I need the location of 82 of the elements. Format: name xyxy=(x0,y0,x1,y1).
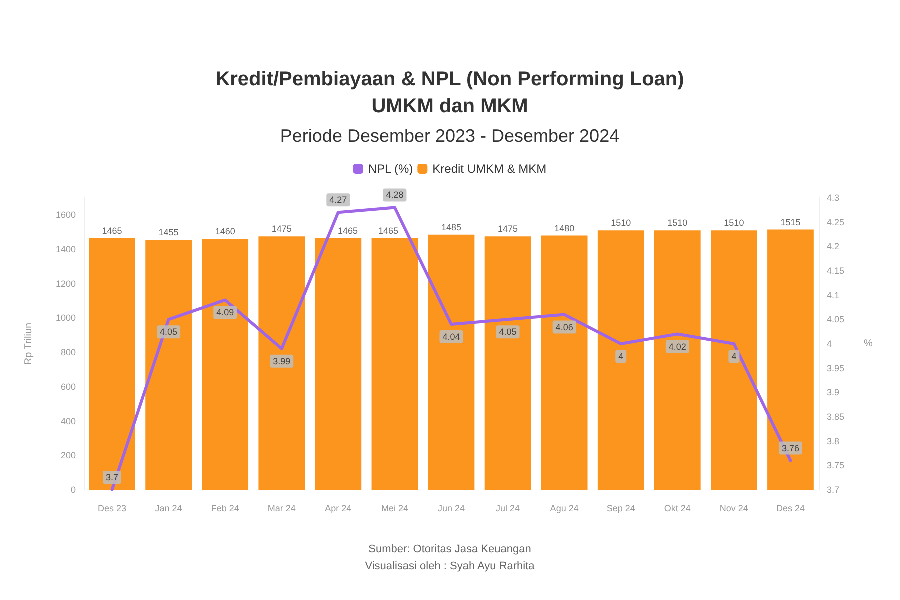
x-tick-label: Okt 24 xyxy=(664,504,691,514)
data-label: 1465 xyxy=(378,226,399,236)
y-tick-label: 1600 xyxy=(56,210,76,220)
data-label: 4.02 xyxy=(668,342,686,352)
chart-title: Kredit/Pembiayaan & NPL (Non Performing Loan) UMKM dan MKM xyxy=(216,68,684,118)
data-label: 4.09 xyxy=(216,308,234,318)
y2-tick-label: 4.25 xyxy=(827,217,845,228)
y2-tick-label: 4.2 xyxy=(827,242,840,252)
bar xyxy=(372,238,418,490)
x-tick-label: Des 23 xyxy=(98,504,127,514)
bar xyxy=(202,239,249,490)
y2-tick-label: 3.85 xyxy=(827,412,845,422)
y-tick-label: 0 xyxy=(70,485,76,495)
data-label: 1465 xyxy=(338,226,358,236)
data-label: 4.28 xyxy=(386,190,404,200)
data-label: 4.04 xyxy=(442,332,460,342)
y-tick-label: 1000 xyxy=(56,313,76,324)
x-tick-label: Agu 24 xyxy=(550,504,579,514)
y-tick-label: 1200 xyxy=(56,278,76,289)
data-label: 1510 xyxy=(668,218,688,228)
data-label: 1465 xyxy=(102,226,122,236)
y2-tick-label: 3.75 xyxy=(827,460,845,471)
data-label: 1460 xyxy=(215,226,236,237)
y2-axis-title: % xyxy=(864,338,873,350)
y2-tick-label: 3.8 xyxy=(827,436,840,446)
legend-label: NPL (%) xyxy=(368,162,414,176)
data-label: 1455 xyxy=(158,228,179,238)
x-tick-label: Des 24 xyxy=(776,504,805,514)
y2-tick-label: 4.05 xyxy=(827,314,845,325)
text: Sumber: Otoritas Jasa Keuangan xyxy=(368,544,532,556)
bar xyxy=(541,236,588,490)
data-label: 1515 xyxy=(780,217,801,228)
data-label: 4 xyxy=(732,352,737,362)
data-label: 3.7 xyxy=(106,472,119,482)
data-label: 1485 xyxy=(441,222,462,232)
y-tick-label: 800 xyxy=(60,348,76,358)
y2-tick-label: 3.95 xyxy=(827,363,845,374)
x-tick-label: Feb 24 xyxy=(211,504,240,514)
bar xyxy=(768,230,814,490)
data-label: 1510 xyxy=(724,218,744,228)
x-tick-label: Mar 24 xyxy=(268,504,296,514)
data-label: 4.05 xyxy=(160,327,178,338)
bar xyxy=(428,234,475,490)
x-tick-label: Sep 24 xyxy=(606,504,636,514)
bar xyxy=(711,230,758,490)
data-label: 1475 xyxy=(272,224,292,234)
text: Visualisasi oleh : Syah Ayu Rarhita xyxy=(365,560,536,572)
data-label: 3.76 xyxy=(782,443,800,454)
x-tick-label: Apr 24 xyxy=(325,504,352,514)
y2-tick-label: 4.1 xyxy=(827,290,840,300)
y-tick-label: 600 xyxy=(60,382,76,392)
x-tick-label: Nov 24 xyxy=(720,504,748,514)
data-label: 4.05 xyxy=(499,327,517,338)
chart-subtitle: Periode Desember 2023 - Desember 2024 xyxy=(280,126,620,146)
y-tick-label: 1400 xyxy=(56,244,76,255)
x-tick-label: Jun 24 xyxy=(438,504,466,514)
data-label: 4 xyxy=(618,352,624,362)
bar xyxy=(598,230,644,490)
data-label: 4.06 xyxy=(556,322,574,332)
bar xyxy=(315,238,362,490)
data-label: 3.99 xyxy=(273,356,291,366)
legend-label: Kredit UMKM & MKM xyxy=(432,162,547,176)
data-label: 1510 xyxy=(611,218,632,228)
data-label: 4.27 xyxy=(330,195,348,206)
data-label: 1475 xyxy=(498,224,518,234)
x-tick-label: Jan 24 xyxy=(155,504,182,514)
y-tick-label: 200 xyxy=(60,450,76,461)
bar xyxy=(89,238,136,490)
y-tick-label: 400 xyxy=(60,416,76,426)
y2-tick-label: 4.3 xyxy=(827,193,840,203)
y2-tick-label: 4 xyxy=(827,339,832,349)
y2-tick-label: 3.7 xyxy=(827,485,840,495)
x-tick-label: Mei 24 xyxy=(381,504,408,514)
x-tick-label: Jul 24 xyxy=(496,504,520,514)
bar xyxy=(258,236,306,490)
bar xyxy=(654,230,701,490)
bar xyxy=(146,240,192,490)
y2-tick-label: 4.15 xyxy=(827,266,845,276)
y2-tick-label: 3.9 xyxy=(827,388,840,398)
y-axis-title: Rp Triliun xyxy=(24,322,34,366)
data-label: 1480 xyxy=(554,223,575,234)
bar xyxy=(484,236,532,490)
